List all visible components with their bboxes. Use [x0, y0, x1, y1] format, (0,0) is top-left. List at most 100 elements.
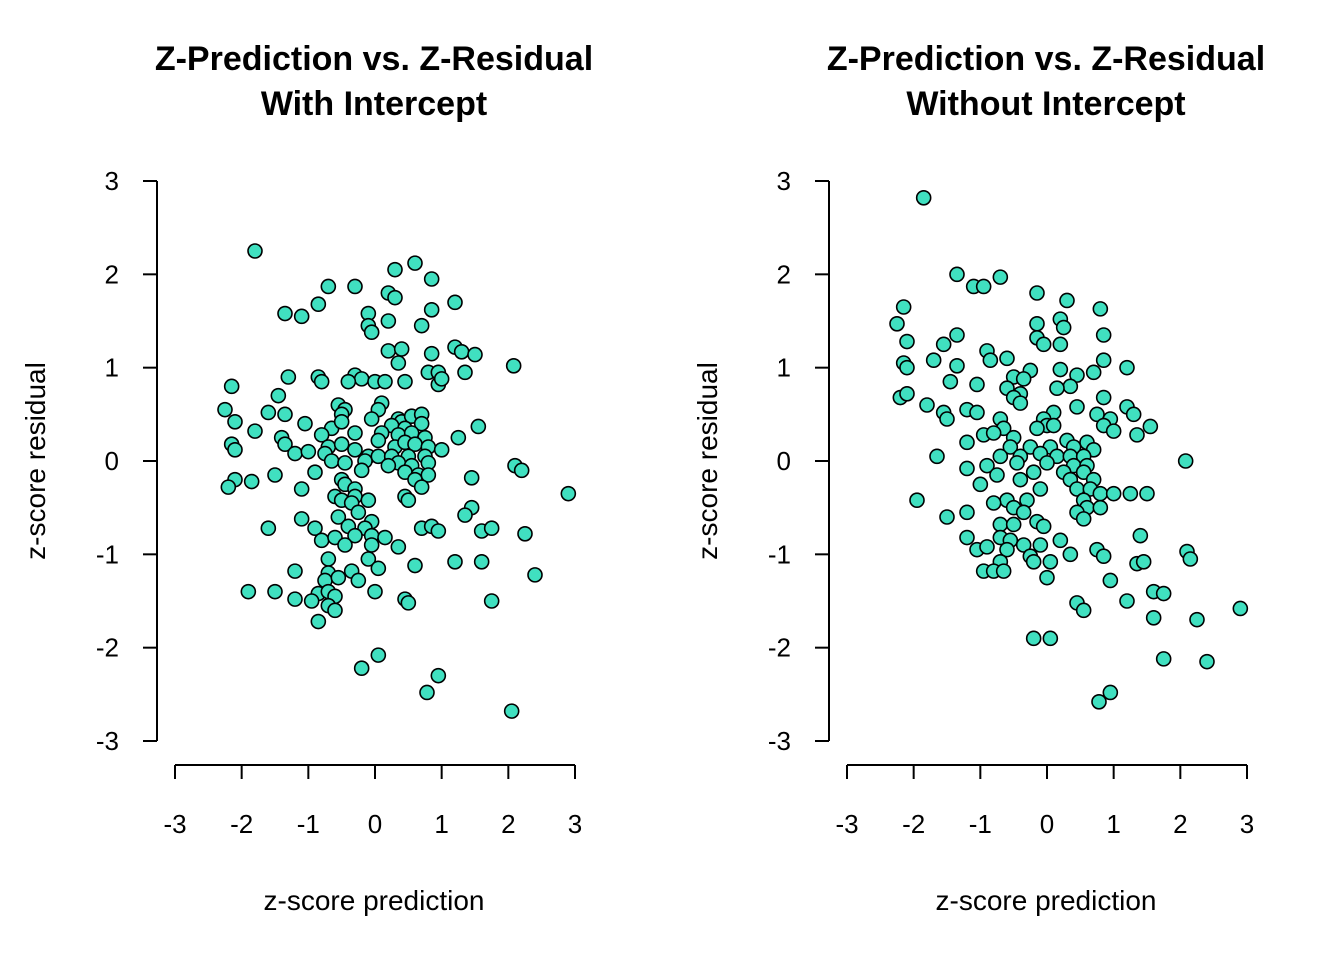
scatter-point: [1039, 455, 1055, 471]
scatter-point: [1199, 653, 1215, 670]
scatter-point: [287, 563, 303, 579]
scatter-point: [423, 301, 440, 318]
scatter-point: [227, 441, 243, 458]
scatter-point: [483, 520, 500, 537]
scatter-point: [895, 299, 912, 315]
scatter-point: [995, 563, 1012, 579]
scatter-point: [333, 436, 350, 453]
scatter-point: [277, 436, 293, 453]
scatter-point: [1075, 602, 1092, 619]
scatter-point: [1035, 518, 1052, 535]
scatter-point: [310, 296, 327, 313]
scatter-point: [447, 553, 463, 570]
scatter-point: [889, 315, 905, 332]
scatter-point: [353, 371, 370, 387]
scatter-point: [939, 509, 955, 525]
scatter-point: [1091, 693, 1107, 710]
scatter-point: [247, 243, 263, 259]
scatter-point: [1069, 399, 1085, 415]
scatter-point: [430, 667, 447, 684]
scatter-point: [1029, 315, 1045, 332]
scatter-point: [330, 569, 347, 586]
scatter-point: [949, 266, 965, 283]
scatter-point: [307, 520, 323, 537]
x-tick-label: -3: [835, 809, 858, 839]
x-tick-label: -3: [163, 809, 186, 839]
x-tick-label: 3: [568, 809, 582, 839]
scatter-point: [380, 343, 397, 359]
scatter-point: [387, 289, 403, 306]
scatter-point: [1075, 511, 1092, 527]
scatter-point: [363, 537, 380, 553]
scatter-point: [293, 308, 310, 325]
y-tick-label: -3: [768, 726, 791, 756]
scatter-point: [1139, 485, 1155, 502]
scatter-point: [1012, 395, 1029, 411]
scatter-point: [1092, 301, 1109, 317]
scatter-point: [975, 278, 992, 295]
scatter-point: [337, 455, 353, 471]
scatter-point: [1009, 455, 1025, 471]
scatter-point: [1232, 600, 1249, 617]
y-axis-label: z-score residual: [20, 362, 51, 560]
scatter-point: [1059, 292, 1075, 309]
x-tick-label: 2: [1173, 809, 1187, 839]
scatter-point: [293, 511, 310, 527]
scatter-point: [223, 378, 240, 395]
scatter-point: [959, 529, 975, 546]
scatter-point: [353, 462, 370, 479]
scatter-point: [347, 527, 363, 544]
scatter-point: [280, 369, 297, 385]
scatter-point: [463, 469, 480, 486]
scatter-point: [313, 532, 330, 549]
x-tick-label: 0: [1040, 809, 1054, 839]
scatter-point: [969, 404, 985, 421]
scatter-point: [915, 190, 932, 206]
y-tick-label: 2: [777, 259, 791, 289]
scatter-point: [1085, 364, 1102, 381]
scatter-point: [1122, 485, 1139, 502]
scatter-panel-without-intercept: Z-Prediction vs. Z-Residual Without Inte…: [692, 40, 1265, 916]
scatter-point: [377, 529, 393, 546]
scatter-point: [982, 352, 999, 369]
scatter-point: [387, 261, 403, 278]
scatter-point: [919, 397, 935, 413]
x-tick-label: -1: [969, 809, 992, 839]
scatter-point: [992, 269, 1009, 285]
x-tick-label: 1: [1106, 809, 1120, 839]
scatter-point: [1052, 532, 1069, 549]
y-axis: -3 -2 -1 0 1 2 3: [768, 166, 830, 756]
scatter-point: [1142, 418, 1159, 435]
scatter-point: [949, 357, 965, 374]
scatter-point: [942, 373, 959, 390]
chart-title-line-2: Without Intercept: [906, 85, 1185, 123]
scatter-point: [267, 467, 283, 483]
scatter-point: [473, 553, 490, 570]
y-tick-label: 0: [777, 446, 791, 476]
scatter-point: [1052, 361, 1069, 378]
scatter-point: [959, 434, 975, 451]
scatter-point: [503, 703, 520, 719]
scatter-point: [220, 479, 237, 495]
scatter-point: [353, 660, 370, 677]
scatter-point: [370, 560, 387, 577]
scatter-point: [925, 352, 942, 369]
data-points: [217, 243, 577, 719]
scatter-point: [1032, 537, 1049, 553]
scatter-point: [1062, 546, 1079, 563]
scatter-point: [513, 462, 530, 479]
scatter-point: [1025, 630, 1042, 647]
scatter-point: [483, 593, 500, 609]
scatter-point: [370, 647, 387, 663]
scatter-point: [1135, 553, 1152, 570]
scatter-point: [1042, 630, 1059, 647]
scatter-point: [1095, 389, 1112, 406]
scatter-point: [1062, 378, 1079, 395]
scatter-point: [327, 602, 343, 619]
scatter-point: [1095, 352, 1112, 369]
scatter-point: [1102, 684, 1119, 701]
scatter-point: [400, 595, 417, 611]
scatter-point: [1182, 551, 1199, 567]
scatter-point: [430, 523, 447, 539]
scatter-point: [260, 520, 277, 537]
